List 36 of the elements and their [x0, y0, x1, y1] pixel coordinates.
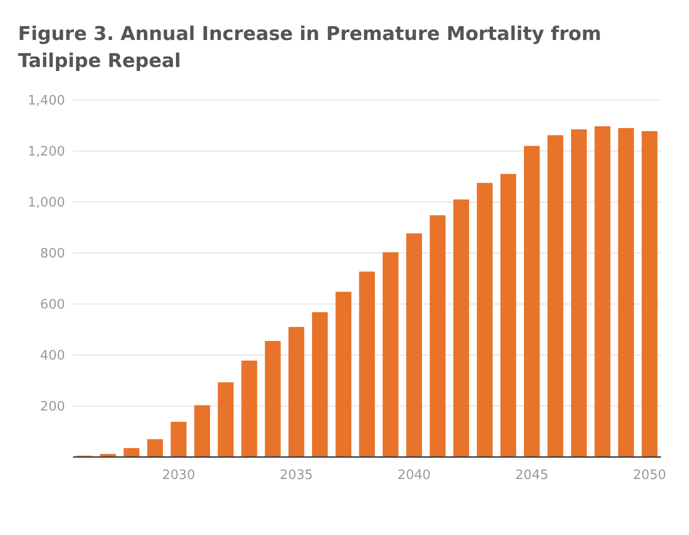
y-tick-label: 1,400: [28, 94, 65, 109]
bar: [359, 272, 375, 457]
bar: [476, 182, 493, 457]
bar: [524, 146, 540, 457]
bar: [547, 135, 564, 457]
bar: [170, 422, 186, 457]
bar: [453, 199, 470, 457]
bar: [618, 128, 634, 457]
bar: [288, 326, 304, 457]
y-tick-label: 400: [40, 348, 65, 364]
x-tick-label: 2045: [515, 468, 548, 483]
bar: [241, 360, 258, 457]
chart-title: Figure 3. Annual Increase in Premature Mortality from Tailpipe Repeal: [18, 23, 602, 72]
bar: [194, 405, 210, 457]
y-tick-label: 1,000: [28, 196, 65, 211]
bar: [594, 126, 610, 457]
bar: [642, 131, 658, 457]
bar: [312, 312, 328, 457]
bar: [218, 382, 234, 457]
x-tick-label: 2035: [280, 468, 313, 483]
y-tick-label: 600: [40, 298, 65, 313]
bar: [336, 292, 352, 457]
bar: [430, 215, 446, 457]
x-tick-label: 2050: [633, 468, 666, 483]
x-tick-label: 2030: [162, 468, 196, 483]
bar: [406, 233, 422, 457]
bar: [500, 174, 516, 457]
x-tick-label: 2040: [398, 468, 431, 483]
bar: [382, 252, 398, 457]
y-tick-label: 1,200: [28, 144, 65, 160]
bar: [147, 439, 163, 457]
bar: [571, 129, 587, 457]
bar: [124, 448, 140, 457]
bar: [264, 340, 281, 457]
y-tick-label: 200: [40, 400, 65, 415]
y-tick-label: 800: [40, 246, 65, 262]
